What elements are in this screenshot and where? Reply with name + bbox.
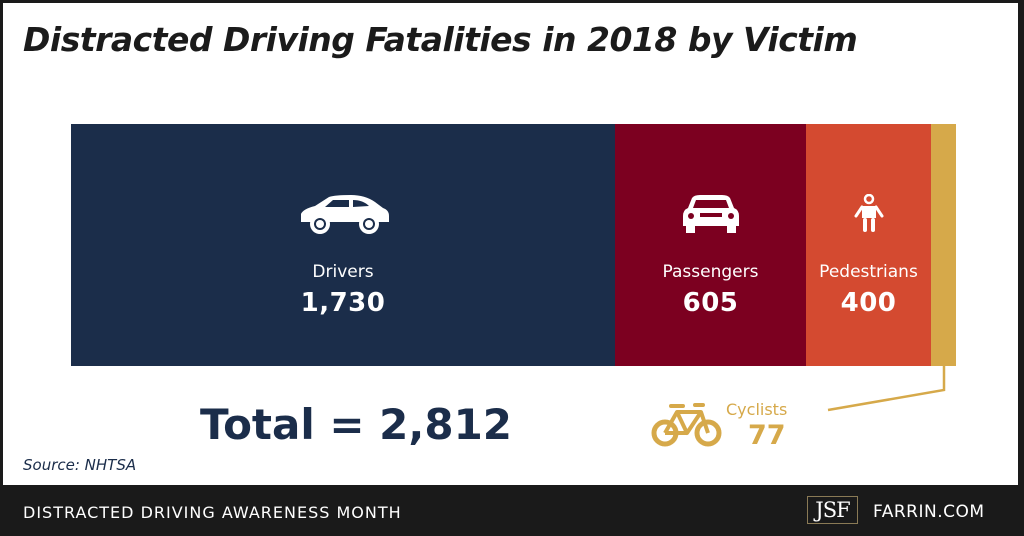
segment-value: 400 (840, 288, 897, 318)
pedestrian-icon (854, 194, 884, 234)
footer-website-link[interactable]: FARRIN.COM (873, 502, 985, 522)
segment-value: 605 (682, 288, 739, 318)
segment-label: Passengers (662, 262, 759, 282)
jsf-logo: JSF (807, 496, 858, 524)
bar-segment-passengers: Passengers 605 (615, 124, 806, 366)
car-side-icon (295, 194, 391, 234)
segment-value: 1,730 (300, 288, 386, 318)
total-text: Total = 2,812 (200, 400, 513, 449)
cyclists-value: 77 (748, 420, 786, 451)
chart-title: Distracted Driving Fatalities in 2018 by… (23, 20, 858, 59)
footer-campaign-text: DISTRACTED DRIVING AWARENESS MONTH (23, 503, 402, 522)
segment-label: Drivers (312, 262, 374, 282)
source-text: Source: NHTSA (23, 456, 137, 474)
car-front-icon (682, 194, 740, 234)
segment-label: Pedestrians (819, 262, 918, 282)
bar-segment-pedestrians: Pedestrians 400 (806, 124, 931, 366)
bicycle-icon (651, 402, 723, 453)
cyclists-label: Cyclists (726, 400, 788, 419)
bar-segment-cyclists (931, 124, 956, 366)
bar-segment-drivers: Drivers 1,730 (71, 124, 615, 366)
